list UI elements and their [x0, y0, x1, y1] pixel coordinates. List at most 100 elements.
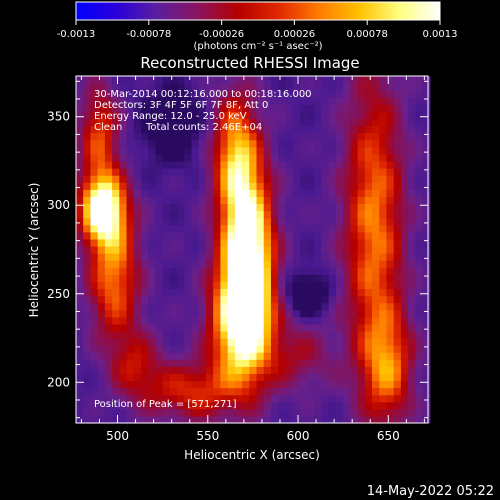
heatmap-cell: [119, 366, 128, 375]
heatmap-cell: [256, 203, 265, 212]
heatmap-cell: [285, 288, 294, 297]
heatmap-cell: [205, 366, 214, 375]
heatmap-cell: [119, 217, 128, 226]
heatmap-cell: [191, 189, 200, 197]
heatmap-cell: [299, 111, 308, 120]
plot-frame: [75, 75, 429, 424]
heatmap-cell: [227, 302, 236, 311]
heatmap-cell: [350, 415, 359, 424]
heatmap-cell: [162, 125, 171, 134]
heatmap-cell: [379, 76, 388, 84]
heatmap-cell: [148, 83, 157, 91]
heatmap-cell: [119, 267, 128, 275]
heatmap-cell: [119, 160, 128, 169]
heatmap-cell: [408, 231, 416, 240]
heatmap-cell: [184, 146, 193, 155]
heatmap-cell: [227, 160, 236, 169]
heatmap-cell: [422, 408, 431, 417]
heatmap-cell: [119, 189, 128, 197]
heatmap-cell: [242, 295, 250, 304]
heatmap-cell: [126, 153, 135, 162]
heatmap-cell: [242, 90, 250, 98]
heatmap-cell: [148, 394, 157, 403]
heatmap-cell: [133, 203, 142, 212]
heatmap-cell: [328, 366, 337, 375]
heatmap-cell: [292, 295, 301, 304]
heatmap-cell: [169, 309, 178, 318]
heatmap-cell: [321, 295, 330, 304]
heatmap-cell: [343, 168, 351, 176]
heatmap-cell: [343, 153, 351, 162]
heatmap-cell: [162, 196, 171, 205]
heatmap-cell: [408, 267, 416, 275]
heatmap-cell: [184, 253, 193, 261]
heatmap-cell: [307, 415, 315, 424]
heatmap-cell: [140, 83, 149, 91]
heatmap-cell: [335, 189, 344, 197]
heatmap-cell: [227, 210, 236, 219]
heatmap-cell: [97, 132, 106, 141]
heatmap-cell: [393, 309, 402, 318]
heatmap-cell: [408, 415, 416, 424]
heatmap-cell: [191, 97, 200, 105]
heatmap-cell: [400, 97, 409, 105]
heatmap-cell: [393, 387, 402, 396]
heatmap-cell: [76, 338, 84, 346]
heatmap-cell: [234, 196, 243, 205]
heatmap-cell: [90, 316, 99, 325]
heatmap-cell: [350, 380, 359, 389]
heatmap-cell: [408, 168, 416, 176]
heatmap-cell: [104, 415, 113, 424]
heatmap-cell: [278, 345, 286, 353]
heatmap-cell: [400, 175, 409, 183]
heatmap-cell: [415, 132, 424, 141]
heatmap-cell: [422, 338, 431, 346]
heatmap-cell: [263, 288, 272, 297]
heatmap-cell: [357, 189, 366, 197]
heatmap-cell: [191, 415, 200, 424]
heatmap-cell: [314, 366, 323, 375]
heatmap-cell: [155, 394, 164, 403]
heatmap-cell: [321, 168, 330, 176]
heatmap-cell: [220, 338, 229, 346]
heatmap-cell: [379, 281, 388, 290]
heatmap-cell: [314, 146, 323, 155]
heatmap-cell: [177, 245, 185, 254]
heatmap-cell: [140, 203, 149, 212]
heatmap-cell: [335, 118, 344, 127]
heatmap-cell: [119, 260, 128, 268]
heatmap-cell: [205, 380, 214, 389]
heatmap-cell: [400, 224, 409, 233]
heatmap-cell: [386, 76, 395, 84]
heatmap-cell: [285, 104, 294, 113]
heatmap-cell: [242, 189, 250, 197]
heatmap-cell: [321, 104, 330, 113]
heatmap-cell: [177, 231, 185, 240]
heatmap-cell: [126, 97, 135, 105]
heatmap-cell: [321, 153, 330, 162]
heatmap-cell: [104, 238, 113, 247]
heatmap-cell: [83, 90, 92, 98]
heatmap-cell: [97, 408, 106, 417]
heatmap-cell: [169, 267, 178, 275]
heatmap-cell: [227, 139, 236, 148]
heatmap-cell: [270, 316, 279, 325]
heatmap-cell: [372, 380, 380, 389]
heatmap-cell: [177, 323, 185, 332]
heatmap-cell: [76, 281, 84, 290]
heatmap-cell: [393, 330, 402, 339]
heatmap-cell: [126, 217, 135, 226]
heatmap-cell: [285, 168, 294, 176]
heatmap-cell: [400, 153, 409, 162]
heatmap-cell: [148, 345, 157, 353]
heatmap-cell: [119, 153, 128, 162]
heatmap-cell: [335, 245, 344, 254]
heatmap-cell: [162, 153, 171, 162]
heatmap-cell: [372, 97, 380, 105]
heatmap-cell: [278, 274, 286, 282]
heatmap-cell: [126, 359, 135, 367]
heatmap-cell: [400, 210, 409, 219]
heatmap-cell: [335, 267, 344, 275]
heatmap-cell: [112, 366, 120, 375]
heatmap-cell: [112, 90, 120, 98]
